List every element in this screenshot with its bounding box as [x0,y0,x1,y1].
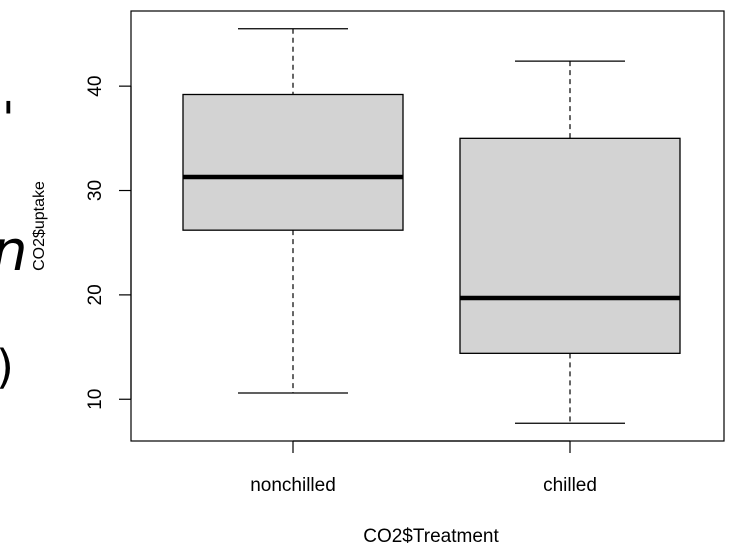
y-tick-label: 10 [85,389,106,410]
x-tick-label: nonchilled [250,475,336,496]
x-axis-title: CO2$Treatment [363,526,499,547]
y-axis: 10 20 30 40 [85,76,132,410]
boxes-group [182,28,681,424]
x-tick-label: chilled [543,475,597,496]
y-tick-label: 30 [85,180,106,201]
box-nonchilled [182,93,404,231]
left-edge-fragment-italic: n [0,219,28,284]
y-axis-title: CO2$uptake [31,181,48,271]
left-edge-fragment-paren: ) [0,340,14,394]
y-tick-label: 40 [85,76,106,97]
box-chilled [459,137,681,354]
left-edge-fragment-top: ' [2,92,15,146]
x-axis: nonchilled chilled [250,440,597,496]
y-tick-label: 20 [85,284,106,305]
